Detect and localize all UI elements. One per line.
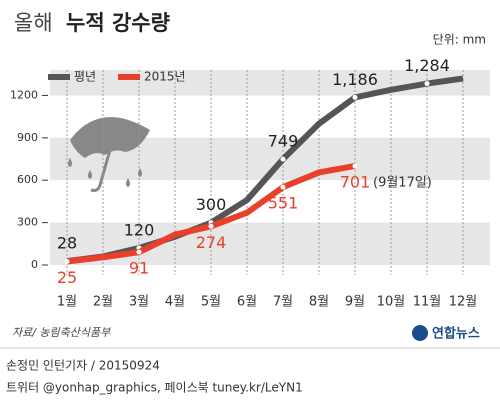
y-tick-label: 900	[17, 131, 38, 144]
x-tick-label: 8월	[309, 295, 329, 310]
point	[352, 94, 358, 100]
x-tick-label: 2월	[93, 295, 113, 310]
value-label: 91	[129, 259, 149, 278]
value-label: 1,186	[332, 70, 378, 89]
point	[352, 163, 358, 169]
umbrella	[68, 117, 150, 192]
x-tick-label: 10월	[377, 295, 406, 310]
point	[280, 156, 286, 162]
source: 자료/ 농림축산식품부	[12, 326, 111, 339]
annotation: (9월17일)	[373, 175, 432, 190]
value-label: 25	[57, 268, 77, 287]
x-tick-label: 7월	[273, 295, 293, 310]
y-tick-label: 1200	[10, 88, 38, 101]
x-tick-label: 1월	[57, 295, 77, 310]
title-bold: 누적 강수량	[66, 11, 170, 35]
value-label: 1,284	[404, 56, 450, 75]
value-label: 300	[196, 195, 227, 214]
value-label: 551	[268, 194, 299, 213]
value-label: 749	[268, 132, 299, 151]
band	[50, 222, 490, 265]
point	[64, 258, 70, 264]
point	[136, 249, 142, 255]
value-label: 28	[57, 234, 77, 253]
x-tick-label: 3월	[129, 295, 149, 310]
unit: 단위: mm	[433, 33, 486, 47]
point	[424, 81, 430, 87]
y-tick-label: 300	[17, 216, 38, 229]
legend-label: 2015년	[144, 70, 186, 84]
value-label: 701	[340, 172, 371, 191]
title-light: 올해	[14, 11, 53, 35]
logo: 연합뉴스	[432, 326, 480, 342]
x-tick-label: 11월	[413, 295, 442, 310]
x-tick-label: 5월	[201, 295, 221, 310]
series-line	[66, 75, 464, 265]
value-label: 274	[196, 233, 227, 252]
y-tick-label: 600	[17, 173, 38, 186]
value-label: 120	[124, 221, 155, 240]
credit: 손정민 인턴기자 / 20150924	[6, 359, 160, 373]
legend-label: 평년	[74, 70, 96, 84]
x-tick-label: 4월	[165, 295, 185, 310]
point	[280, 184, 286, 190]
x-tick-label: 12월	[449, 295, 478, 310]
point	[208, 223, 214, 229]
y-tick-label: 0	[31, 258, 38, 271]
x-tick-label: 6월	[237, 295, 257, 310]
social: 트위터 @yonhap_graphics, 페이스북 tuney.kr/LeYN…	[6, 381, 303, 395]
x-tick-label: 9월	[345, 295, 365, 310]
logo-mark	[412, 325, 428, 341]
